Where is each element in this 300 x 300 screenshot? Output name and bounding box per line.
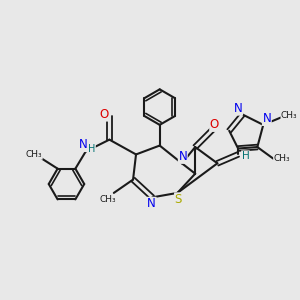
Text: CH₃: CH₃ <box>100 195 116 204</box>
Text: N: N <box>147 197 156 210</box>
Text: O: O <box>99 108 109 121</box>
Text: N: N <box>262 112 271 125</box>
Text: N: N <box>178 150 187 163</box>
Text: CH₃: CH₃ <box>274 154 290 164</box>
Text: O: O <box>210 118 219 131</box>
Text: S: S <box>175 193 182 206</box>
Text: H: H <box>242 151 249 161</box>
Text: N: N <box>79 139 88 152</box>
Text: CH₃: CH₃ <box>26 150 42 159</box>
Text: H: H <box>88 143 95 154</box>
Text: N: N <box>234 102 242 115</box>
Text: CH₃: CH₃ <box>281 112 298 121</box>
